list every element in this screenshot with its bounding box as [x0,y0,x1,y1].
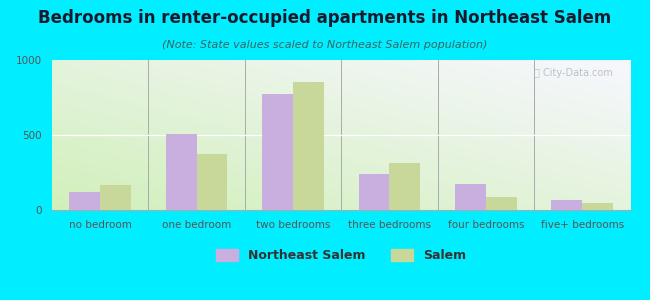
Legend: Northeast Salem, Salem: Northeast Salem, Salem [211,244,471,267]
Bar [359,174,389,210]
Bar [455,184,486,210]
Bar [262,94,293,210]
Bar [551,200,582,210]
Bar [196,154,227,210]
Bar [486,196,517,210]
Bar [70,192,100,210]
Text: (Note: State values scaled to Northeast Salem population): (Note: State values scaled to Northeast … [162,40,488,50]
Bar [100,185,131,210]
Text: Bedrooms in renter-occupied apartments in Northeast Salem: Bedrooms in renter-occupied apartments i… [38,9,612,27]
Text: ⓘ City-Data.com: ⓘ City-Data.com [534,68,613,77]
Bar [293,82,324,210]
Bar [582,203,613,210]
Bar [389,163,421,210]
Bar [166,134,196,210]
